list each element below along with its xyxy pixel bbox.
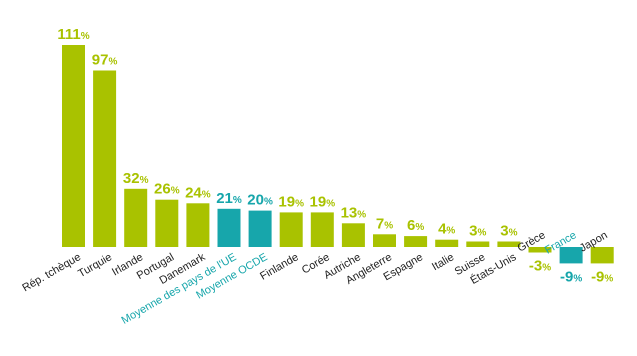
category-label-italie: Italie: [430, 251, 456, 273]
value-label-irlande: 32%: [123, 170, 149, 187]
value-label-coree: 19%: [310, 193, 336, 210]
value-labels-group: 111%97% 32% 26% 24% 21% 20% 19% 19% 13% 7% 6% 4% 3% 3…: [57, 26, 613, 285]
category-label-rep-tcheque: Rép. tchèque: [20, 251, 83, 294]
value-label-danemark: 24%: [185, 184, 211, 201]
bar-danemark: [186, 203, 210, 247]
value-label-moyenne-des-pays-de-l-ue: 21%: [216, 190, 242, 207]
value-label-suisse: 3%: [469, 223, 486, 240]
bar-etats-unis: [497, 241, 521, 247]
value-label-etats-unis: 3%: [500, 223, 517, 240]
bar-autriche: [341, 223, 365, 247]
value-label-portugal: 26%: [154, 181, 180, 198]
bar-moyenne-des-pays-de-l-ue: [217, 208, 241, 247]
value-label-italie: 4%: [438, 221, 455, 238]
bar-grece: [528, 247, 552, 253]
category-label-turquie: Turquie: [76, 251, 114, 280]
bar-japon: [590, 247, 614, 264]
bar-irlande: [124, 188, 148, 247]
bar-italie: [435, 239, 459, 247]
value-label-espagne: 6%: [407, 217, 424, 234]
bars-group: [62, 45, 614, 264]
value-label-turquie: 97%: [92, 52, 118, 69]
value-label-angleterre: 7%: [376, 215, 393, 232]
bar-angleterre: [373, 234, 396, 247]
bar-moyenne-ocde: [248, 210, 272, 247]
value-label-autriche: 13%: [341, 204, 367, 221]
bar-france: [559, 247, 583, 264]
value-label-france: -9%: [560, 268, 582, 285]
bar-coree: [310, 212, 334, 247]
value-label-finlande: 19%: [278, 193, 304, 210]
bar-espagne: [404, 236, 428, 247]
bar-finlande: [279, 212, 303, 247]
value-label-japon: -9%: [591, 268, 613, 285]
value-label-grece: -3%: [529, 258, 551, 275]
bar-rep-tcheque: [62, 45, 85, 247]
bar-suisse: [466, 241, 490, 247]
value-label-rep-tcheque: 111%: [57, 26, 89, 43]
value-label-moyenne-ocde: 20%: [247, 192, 273, 209]
bar-portugal: [155, 199, 179, 247]
bar-turquie: [93, 70, 117, 247]
